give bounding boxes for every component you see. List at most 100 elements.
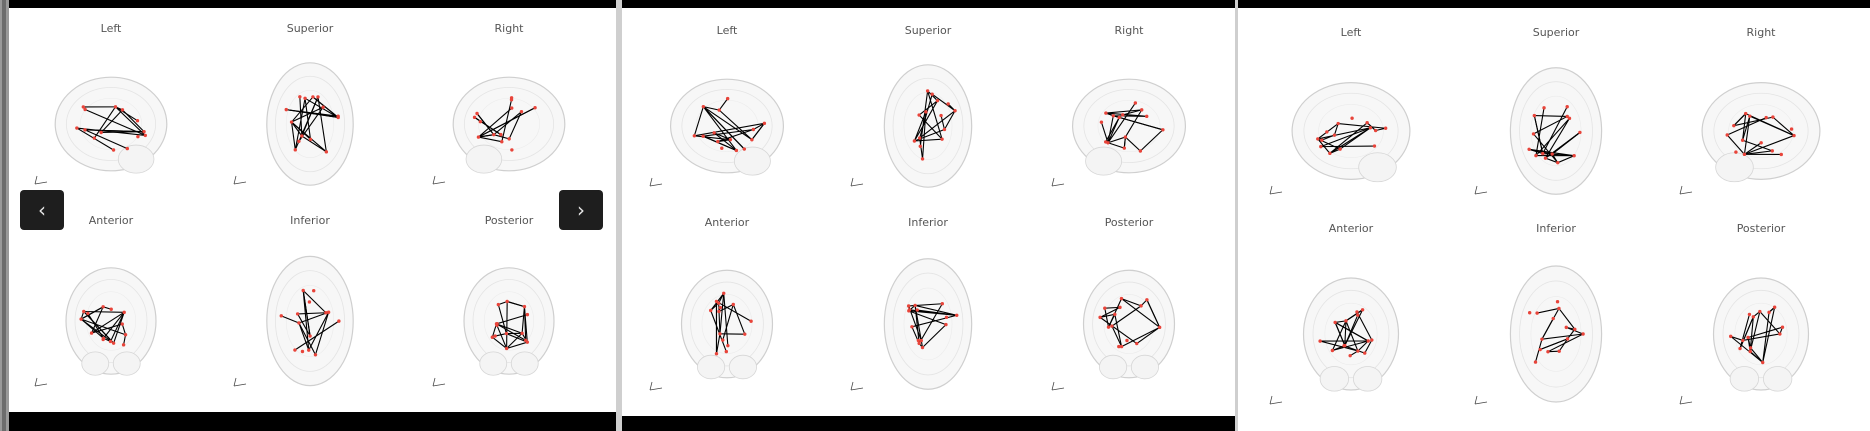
view-left: Left bbox=[1256, 26, 1446, 212]
brain-outline bbox=[266, 255, 354, 387]
network-edge bbox=[1541, 318, 1554, 340]
network-node bbox=[1742, 152, 1747, 157]
brain-contour bbox=[472, 279, 546, 363]
network-edge bbox=[1534, 338, 1543, 363]
panel-1-bottom-bar bbox=[9, 412, 616, 431]
network-node bbox=[1578, 130, 1582, 135]
brain-outline bbox=[1509, 67, 1603, 195]
network-node bbox=[1330, 348, 1335, 353]
orientation-glyph bbox=[1269, 395, 1273, 405]
network-node bbox=[525, 312, 530, 317]
orientation-glyph bbox=[233, 175, 237, 185]
brain-contour bbox=[275, 270, 345, 372]
network-edge bbox=[718, 303, 734, 312]
network-edge bbox=[1742, 115, 1751, 141]
brain-contour bbox=[892, 272, 964, 376]
network-node bbox=[1734, 150, 1738, 154]
view-label: Right bbox=[1746, 26, 1776, 39]
network-edge bbox=[913, 100, 938, 142]
cerebellum-outline bbox=[465, 144, 503, 174]
network-edge bbox=[693, 106, 704, 136]
network-edge bbox=[478, 134, 494, 138]
network-node bbox=[920, 345, 925, 350]
orientation-glyph bbox=[1474, 191, 1488, 195]
network-node bbox=[324, 150, 329, 154]
network-node bbox=[1135, 341, 1139, 346]
view-anterior: Anterior bbox=[21, 214, 201, 404]
network-node bbox=[1110, 324, 1114, 328]
brain-network-posterior bbox=[432, 267, 555, 387]
network-node bbox=[1527, 311, 1532, 315]
next-button[interactable]: › bbox=[559, 190, 603, 230]
cerebellum-outline bbox=[510, 351, 539, 376]
view-label: Left bbox=[100, 22, 122, 35]
network-edge bbox=[931, 93, 956, 112]
orientation-glyph bbox=[1051, 183, 1065, 187]
network-node bbox=[1546, 349, 1550, 354]
network-node bbox=[289, 120, 294, 124]
orientation-glyph bbox=[1474, 401, 1488, 405]
network-edge bbox=[1332, 340, 1369, 352]
orientation-glyph bbox=[850, 183, 864, 187]
brain-outline bbox=[463, 267, 555, 375]
network-edge bbox=[308, 311, 330, 351]
network-node bbox=[924, 110, 928, 114]
left-gutter-inner bbox=[2, 0, 6, 431]
network-node bbox=[1366, 339, 1370, 343]
panel-1: Left Superior Right Anterior Inferior Po… bbox=[9, 8, 616, 412]
network-node bbox=[1565, 105, 1569, 109]
network-edge bbox=[1537, 307, 1560, 314]
network-edge bbox=[1105, 109, 1142, 114]
network-edge bbox=[1750, 316, 1754, 348]
view-superior: Superior bbox=[837, 24, 1019, 204]
network-node bbox=[734, 148, 739, 153]
network-edge bbox=[1339, 127, 1371, 150]
network-node bbox=[1738, 346, 1742, 351]
network-node bbox=[143, 133, 148, 138]
network-node bbox=[1373, 128, 1378, 133]
network-node bbox=[1557, 349, 1561, 353]
network-node bbox=[476, 135, 481, 139]
network-edge bbox=[314, 312, 330, 355]
network-edge bbox=[718, 109, 753, 141]
network-edge bbox=[113, 312, 125, 344]
brain-contour bbox=[285, 285, 335, 357]
brain-contour bbox=[1713, 92, 1809, 170]
network-node bbox=[1581, 332, 1585, 336]
brain-network-right bbox=[1679, 82, 1821, 195]
network-edge bbox=[1533, 115, 1568, 135]
view-label: Superior bbox=[904, 24, 952, 37]
network-edge bbox=[1317, 127, 1371, 140]
prev-button[interactable]: ‹ bbox=[20, 190, 64, 230]
network-edge bbox=[84, 129, 128, 150]
chevron-left-icon: ‹ bbox=[38, 198, 46, 222]
network-node bbox=[1567, 116, 1572, 121]
view-label: Superior bbox=[1532, 26, 1580, 39]
network-edge bbox=[83, 311, 115, 344]
network-node bbox=[714, 352, 719, 356]
network-node bbox=[917, 136, 922, 140]
network-edge bbox=[715, 333, 721, 354]
network-node bbox=[1732, 123, 1736, 128]
view-left: Left bbox=[636, 24, 818, 204]
network-node bbox=[1106, 141, 1110, 145]
brain-network-anterior bbox=[34, 267, 157, 387]
network-node bbox=[1125, 338, 1129, 343]
network-node bbox=[101, 305, 105, 309]
orientation-glyph bbox=[1679, 185, 1683, 195]
network-edge bbox=[80, 306, 104, 320]
view-superior: Superior bbox=[1461, 26, 1651, 212]
network-edge bbox=[1139, 129, 1164, 152]
network-node bbox=[1119, 296, 1124, 301]
network-node bbox=[1759, 141, 1763, 145]
network-edge bbox=[297, 312, 326, 315]
orientation-glyph bbox=[233, 383, 247, 387]
network-node bbox=[510, 148, 514, 152]
orientation-glyph bbox=[432, 181, 446, 185]
network-edge bbox=[123, 334, 127, 345]
network-node bbox=[1140, 108, 1144, 112]
network-node bbox=[123, 333, 128, 337]
brain-contour bbox=[1728, 104, 1794, 158]
network-node bbox=[505, 299, 509, 304]
network-edge bbox=[1121, 326, 1160, 348]
